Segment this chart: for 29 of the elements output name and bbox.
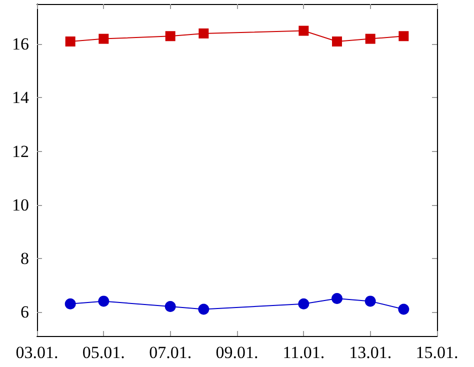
y-tick-label: 6 [20,302,29,322]
y-tick-label: 10 [12,195,29,214]
point [298,26,309,36]
point [365,34,376,44]
point [398,31,409,42]
x-tick-label: 09.01. [216,343,258,362]
x-tick-label: 05.01. [82,343,125,362]
x-tick-label: 07.01. [149,343,192,362]
point [165,31,176,42]
x-tick-label: 13.01. [349,343,392,362]
point [98,34,109,44]
point [364,296,376,307]
y-tick-label: 16 [12,34,29,54]
point [332,36,342,46]
x-tick-label: 15.01. [416,343,458,362]
point [398,304,410,315]
y-tick-label: 14 [12,88,30,108]
point [332,293,342,304]
point [198,304,210,315]
point [298,298,310,310]
point [164,301,176,312]
point [64,298,76,310]
x-tick-label: 03.01. [16,343,58,362]
y-tick-label: 8 [20,248,29,268]
x-tick-label: 11.01. [282,343,325,362]
point [65,36,76,46]
point [98,296,110,307]
point [198,28,209,38]
y-tick-label: 12 [12,142,29,161]
